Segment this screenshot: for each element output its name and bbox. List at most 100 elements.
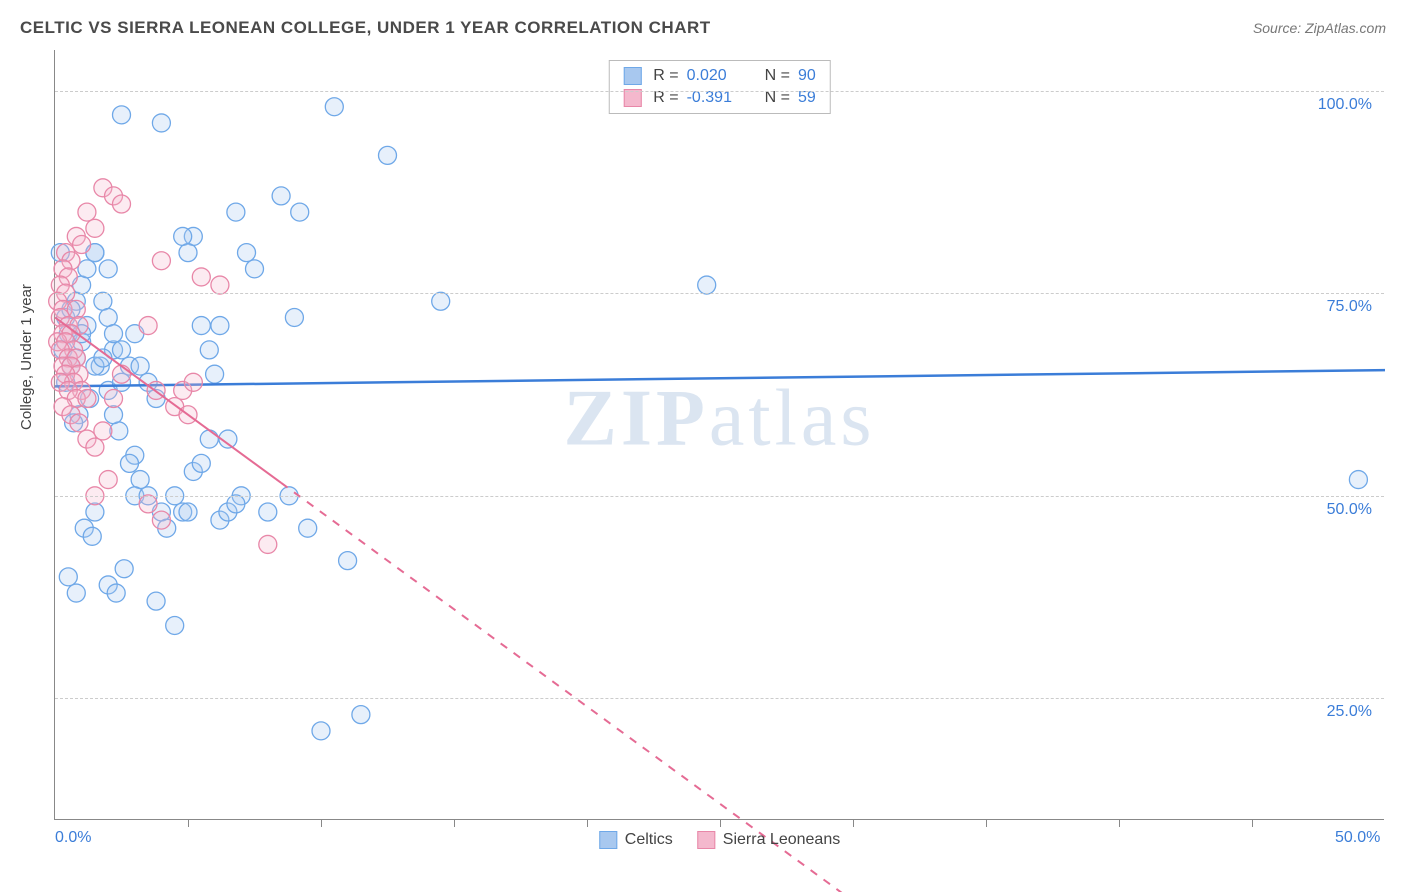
data-point [192, 268, 210, 286]
data-point [179, 244, 197, 262]
data-point [115, 560, 133, 578]
data-point [105, 325, 123, 343]
data-point [227, 495, 245, 513]
data-point [291, 203, 309, 221]
data-point [259, 503, 277, 521]
y-tick-label: 100.0% [1318, 96, 1372, 114]
data-point [179, 503, 197, 521]
data-point [70, 414, 88, 432]
legend-swatch [623, 89, 641, 107]
data-point [78, 260, 96, 278]
y-axis-label: College, Under 1 year [18, 284, 35, 430]
data-point [131, 357, 149, 375]
data-point [299, 519, 317, 537]
data-point [120, 454, 138, 472]
data-point [86, 438, 104, 456]
data-point [105, 390, 123, 408]
data-point [131, 471, 149, 489]
data-point [94, 422, 112, 440]
legend-stats: R =0.020N =90R =-0.391N =59 [608, 60, 830, 114]
legend-stat-row: R =0.020N =90 [609, 65, 829, 87]
data-point [99, 260, 117, 278]
n-value: 59 [798, 89, 816, 107]
legend-series-label: Celtics [625, 831, 673, 849]
data-point [312, 722, 330, 740]
x-tick [1119, 819, 1120, 827]
data-point [184, 373, 202, 391]
data-point [166, 616, 184, 634]
data-point [200, 341, 218, 359]
x-tick [321, 819, 322, 827]
r-label: R = [653, 89, 678, 107]
data-point [192, 454, 210, 472]
data-point [272, 187, 290, 205]
data-point [113, 341, 131, 359]
data-point [285, 308, 303, 326]
data-point [86, 503, 104, 521]
gridline [55, 698, 1384, 699]
x-tick [587, 819, 588, 827]
source-label: Source: ZipAtlas.com [1253, 20, 1386, 36]
data-point [152, 252, 170, 270]
data-point [259, 535, 277, 553]
data-point [238, 244, 256, 262]
data-point [105, 406, 123, 424]
x-tick [1252, 819, 1253, 827]
data-point [174, 227, 192, 245]
data-point [379, 146, 397, 164]
legend-series: Celtics Sierra Leoneans [599, 831, 840, 849]
r-label: R = [653, 67, 678, 85]
data-point [192, 317, 210, 335]
data-point [200, 430, 218, 448]
data-point [1349, 471, 1367, 489]
data-point [139, 495, 157, 513]
data-point [698, 276, 716, 294]
data-point [152, 511, 170, 529]
legend-series-item: Celtics [599, 831, 673, 849]
r-value: -0.391 [687, 89, 747, 107]
legend-swatch [623, 67, 641, 85]
data-point [246, 260, 264, 278]
scatter-svg [55, 50, 1384, 819]
legend-swatch [599, 831, 617, 849]
data-point [206, 365, 224, 383]
x-tick [188, 819, 189, 827]
x-tick [986, 819, 987, 827]
data-point [152, 114, 170, 132]
data-point [113, 106, 131, 124]
r-value: 0.020 [687, 67, 747, 85]
x-tick [720, 819, 721, 827]
n-label: N = [765, 89, 790, 107]
legend-swatch [697, 831, 715, 849]
gridline [55, 293, 1384, 294]
data-point [211, 276, 229, 294]
x-tick [853, 819, 854, 827]
data-point [99, 308, 117, 326]
data-point [99, 471, 117, 489]
gridline [55, 496, 1384, 497]
gridline [55, 91, 1384, 92]
data-point [325, 98, 343, 116]
data-point [67, 584, 85, 602]
data-point [147, 592, 165, 610]
data-point [73, 236, 91, 254]
data-point [227, 203, 245, 221]
data-point [78, 203, 96, 221]
data-point [78, 390, 96, 408]
data-point [113, 365, 131, 383]
n-label: N = [765, 67, 790, 85]
chart-title: CELTIC VS SIERRA LEONEAN COLLEGE, UNDER … [20, 18, 711, 38]
y-tick-label: 50.0% [1327, 501, 1372, 519]
data-point [113, 195, 131, 213]
legend-series-item: Sierra Leoneans [697, 831, 840, 849]
y-tick-label: 75.0% [1327, 298, 1372, 316]
data-point [94, 292, 112, 310]
chart-plot-area: ZIPatlas R =0.020N =90R =-0.391N =59 Cel… [54, 50, 1384, 820]
data-point [339, 552, 357, 570]
data-point [107, 584, 125, 602]
trend-line [55, 370, 1385, 386]
data-point [139, 317, 157, 335]
legend-series-label: Sierra Leoneans [723, 831, 840, 849]
data-point [352, 706, 370, 724]
x-tick [454, 819, 455, 827]
